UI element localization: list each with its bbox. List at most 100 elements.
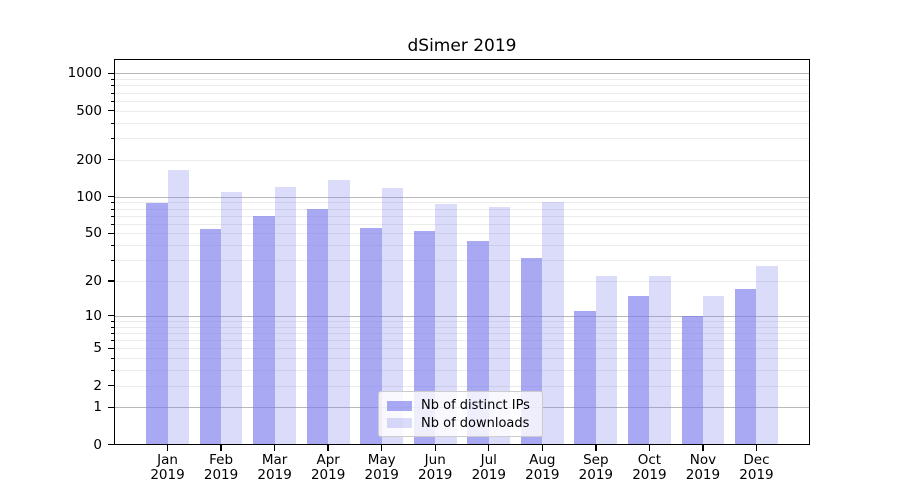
y-minortick-300: [110, 138, 114, 140]
x-tick-label-jun: Jun 2019: [418, 451, 453, 483]
y-minortick-90: [110, 202, 114, 204]
x-tick-mar: [273, 444, 276, 451]
gridline-minor-9: [114, 320, 810, 322]
y-tick-label-100: 100: [76, 188, 102, 205]
legend-label-distinct-ips: Nb of distinct IPs: [421, 398, 530, 414]
bar-downloads-sep: [595, 276, 618, 445]
chart-title: dSimer 2019: [407, 36, 517, 56]
gridline-minor-90: [114, 202, 810, 204]
y-minortick-60: [110, 223, 114, 225]
x-tick-label-apr: Apr 2019: [310, 451, 346, 483]
gridline-minor-70: [114, 215, 810, 217]
y-minortick-800: [110, 85, 114, 87]
x-tick-nov: [702, 444, 704, 451]
y-tick-label-0: 0: [93, 436, 102, 453]
y-tick-10: [108, 315, 114, 317]
gridline-minor-200: [114, 159, 810, 161]
gridline-minor-30: [114, 260, 810, 262]
plot-area: [114, 59, 810, 445]
y-minortick-700: [110, 92, 114, 94]
bar-ips-nov: [681, 315, 703, 445]
y-tick-20: [108, 280, 114, 282]
x-tick-label-oct: Oct 2019: [632, 451, 667, 483]
legend-label-downloads: Nb of downloads: [421, 415, 530, 431]
gridline-minor-60: [114, 223, 810, 225]
x-tick-label-mar: Mar 2019: [257, 451, 292, 483]
y-tick-label-1000: 1000: [67, 65, 102, 82]
x-tick-aug: [541, 444, 543, 451]
bar-downloads-jul: [488, 207, 511, 445]
gridline-minor-2: [114, 385, 810, 387]
bar-downloads-dec: [756, 265, 778, 445]
gridline-minor-500: [114, 110, 810, 112]
legend-item-distinct-ips: Nb of distinct IPs: [387, 397, 534, 415]
gridline-minor-80: [114, 208, 810, 210]
y-minortick-70: [110, 215, 114, 217]
x-tick-oct: [648, 444, 651, 451]
bar-downloads-feb: [221, 191, 243, 445]
bar-downloads-may: [381, 187, 404, 445]
y-tick-label-50: 50: [84, 225, 102, 242]
bar-downloads-nov: [702, 295, 725, 445]
gridline-minor-300: [114, 138, 810, 140]
y-tick-200: [108, 159, 114, 161]
gridline-minor-8: [114, 326, 810, 328]
x-tick-label-sep: Sep 2019: [578, 451, 614, 483]
y-tick-label-5: 5: [93, 340, 102, 357]
y-minortick-400: [110, 122, 114, 124]
gridline-minor-7: [114, 332, 810, 334]
y-minortick-9: [110, 320, 114, 322]
y-tick-2: [108, 384, 114, 387]
y-tick-1000: [108, 72, 114, 75]
y-tick-100: [108, 195, 114, 198]
x-tick-label-feb: Feb 2019: [203, 451, 239, 483]
y-tick-label-500: 500: [76, 102, 102, 119]
bar-downloads-aug: [542, 201, 564, 445]
y-minortick-4: [110, 358, 114, 360]
y-minortick-30: [110, 260, 114, 262]
gridline-major-1000: [114, 73, 810, 75]
gridline-major-10: [114, 315, 810, 317]
y-tick-500: [108, 109, 114, 112]
gridline-minor-400: [114, 122, 810, 124]
bar-ips-dec: [735, 289, 757, 445]
x-tick-apr: [327, 444, 329, 451]
bar-downloads-mar: [274, 187, 296, 445]
y-tick-label-10: 10: [84, 307, 102, 324]
y-minortick-6: [110, 340, 114, 341]
y-minortick-40: [110, 245, 114, 247]
legend-item-downloads: Nb of downloads: [387, 415, 534, 433]
gridline-minor-20: [114, 281, 810, 282]
gridline-minor-800: [114, 85, 810, 87]
y-minortick-7: [110, 332, 114, 334]
gridline-minor-4: [114, 358, 810, 360]
bar-ips-mar: [253, 215, 275, 445]
y-tick-label-1: 1: [93, 399, 102, 416]
x-tick-label-dec: Dec 2019: [739, 451, 774, 483]
legend-swatch-downloads: [387, 418, 412, 429]
y-tick-label-2: 2: [93, 377, 102, 394]
y-tick-label-200: 200: [76, 151, 102, 168]
gridline-minor-600: [114, 100, 810, 102]
gridline-minor-3: [114, 370, 810, 372]
gridline-major-100: [114, 196, 810, 198]
bar-downloads-jun: [435, 204, 457, 445]
x-tick-jan: [166, 444, 169, 451]
bar-ips-may: [360, 228, 382, 445]
x-tick-label-jan: Jan 2019: [150, 451, 185, 483]
y-tick-50: [108, 232, 114, 235]
y-minortick-600: [110, 100, 114, 102]
bar-ips-feb: [199, 229, 222, 445]
bar-ips-sep: [574, 311, 596, 445]
y-tick-label-20: 20: [84, 273, 102, 289]
gridline-minor-5: [114, 348, 810, 350]
bar-ips-jan: [146, 203, 168, 445]
gridline-minor-50: [114, 233, 810, 235]
legend-swatch-distinct-ips: [387, 400, 412, 411]
y-tick-5: [108, 347, 114, 349]
gridline-minor-40: [114, 245, 810, 247]
x-tick-sep: [595, 444, 597, 451]
x-tick-label-nov: Nov 2019: [685, 451, 721, 483]
legend: Nb of distinct IPs Nb of downloads: [378, 391, 543, 437]
